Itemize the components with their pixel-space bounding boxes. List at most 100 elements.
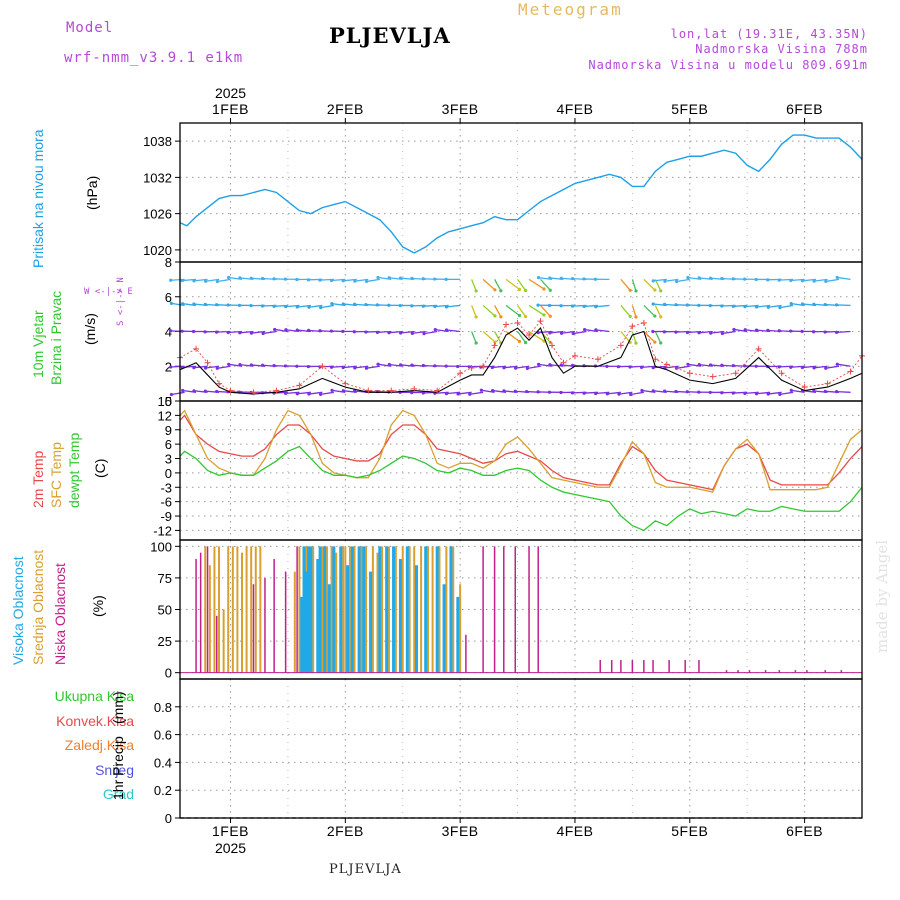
wind-speed-line [179,327,863,395]
wind-barb-head [547,303,552,308]
wind-gust-marker [824,380,831,387]
wind-barb-head [421,277,425,281]
wind-barb-head [399,331,403,335]
wind-barb-head [548,276,552,280]
y-tick-label: 0.4 [154,755,172,770]
wind-barb [653,278,667,282]
bottom-day-label: 6FEB [786,823,823,839]
location-coords: lon,lat (19.31E, 43.35N) [670,27,868,41]
wind-barb-head [474,289,478,293]
wind-barb [837,363,851,367]
wind-barb-head [583,327,587,332]
wind-barb-head [364,302,368,307]
wind-barb [528,304,545,316]
wind-barb-head [743,305,747,309]
y-tick-label: 15 [158,394,172,409]
wind-gust-marker [663,361,670,368]
wind-barb-head [743,328,747,332]
wind-barb [836,391,851,393]
wind-barb [494,305,502,318]
wind-barb-head [777,329,781,333]
panel-frame [179,678,863,819]
wind-barb-head [674,389,678,394]
wind-barb [366,365,380,369]
wind-barb-head [582,304,586,309]
bottom-day-label: 5FEB [671,823,708,839]
wind-barb-head [812,389,816,393]
bottom-day-label: 2FEB [327,823,364,839]
wind-barb-head [548,314,552,318]
wind-barb-head [525,366,529,371]
station-altitude: Nadmorska Visina 788m [695,42,868,56]
wind-gust-marker [801,384,808,391]
wind-barb-head [778,305,782,310]
wind-barb-head [582,391,586,395]
wind-barb-head [273,327,277,332]
wind-barb-head [192,302,196,306]
wind-barb [517,305,527,317]
wind-barb [297,304,311,308]
y-tick-label: 75 [158,571,172,586]
top-day-label: 4FEB [556,101,593,117]
wind-barb-head [341,365,345,370]
wind-barb-head [410,276,414,280]
wind-barb-head [720,331,724,336]
wind-barb-head [215,389,219,394]
wind-barb-head [238,363,242,367]
wind-barb-head [720,304,724,308]
wind-barb-head [444,277,448,281]
wind-barb-head [284,305,288,309]
wind-barb-head [605,364,609,368]
wind-barb-head [353,366,357,370]
wind-barb [643,304,656,317]
wind-barb-head [536,276,541,280]
wind-barb-head [444,305,449,309]
y-tick-label: 0.6 [154,728,172,743]
wind-barb-head [766,305,770,309]
wind-barb [814,278,828,282]
panel-frame [179,122,863,263]
wind-barb-head [203,330,207,334]
wind-barb-head [570,304,575,308]
wind-gust-marker [411,385,418,392]
wind-barb-head [398,276,403,280]
wind-barb-head [709,331,713,335]
wind-barb-head [685,390,689,394]
wind-barb [471,331,477,344]
wind-barb-head [800,365,804,370]
bottom-year-label: 2025 [215,840,246,856]
wind-barb-head [387,276,391,280]
wind-barb [251,330,266,334]
wind-barb [205,365,220,369]
wind-gust-marker [652,356,659,363]
wind-barb-head [204,279,208,283]
wind-barb-head [548,288,552,292]
wind-barb-head [523,341,528,345]
wind-gust-marker [468,364,475,371]
legend-snow: Snijeg [95,762,134,778]
wind-barb [263,330,277,335]
wind-barb-head [181,302,185,306]
wind-barb-head [387,303,391,307]
wind-barb-head [517,313,522,318]
wind-barb-head [180,329,184,333]
y-tick-label: 3 [165,452,172,467]
wind-barb-head [502,389,506,393]
wind-barb-head [410,391,414,395]
wind-gust-marker [686,370,693,377]
y-tick-label: -3 [160,480,172,495]
wind-barb [458,391,472,395]
wind-barb [308,304,323,308]
wind-barb-head [754,277,758,282]
wind-barb-head [203,302,207,306]
wind-barb [400,330,415,334]
wind-gust-marker [503,321,510,328]
wind-barb-head [651,366,655,370]
wind-barb-head [306,278,311,282]
wind-barb-head [697,303,701,307]
wind-barb-head [227,362,231,366]
wind-barb [676,278,690,283]
wind-barb [630,391,644,396]
wind-barb-head [364,330,368,334]
wind-barb-head [651,302,655,306]
